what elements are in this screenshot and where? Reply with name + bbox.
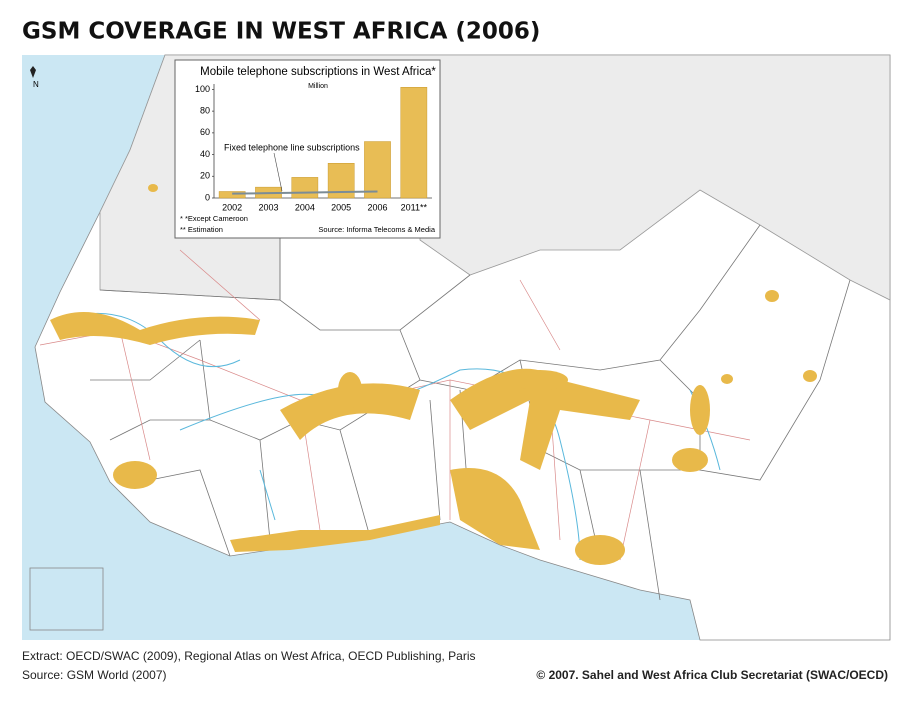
x-tick-label: 2003 bbox=[258, 202, 278, 212]
inset-chart: Mobile telephone subscriptions in West A… bbox=[174, 59, 441, 239]
footer-source: Source: GSM World (2007) bbox=[22, 668, 167, 682]
y-tick-label: 100 bbox=[195, 84, 210, 94]
chart-title: Mobile telephone subscriptions in West A… bbox=[200, 66, 436, 78]
bar bbox=[364, 141, 391, 199]
bar bbox=[218, 191, 246, 199]
note: * *Except Cameroon bbox=[180, 214, 248, 223]
inset-frame bbox=[174, 59, 441, 239]
cape-verde-inset bbox=[29, 567, 104, 631]
x-tick-label: 2006 bbox=[367, 202, 387, 212]
y-tick-label: 20 bbox=[200, 171, 210, 181]
x-tick-label: 2011** bbox=[401, 202, 428, 212]
page-title: GSM COVERAGE IN WEST AFRICA (2006) bbox=[22, 19, 540, 45]
y-tick-label: 0 bbox=[205, 192, 210, 202]
bar bbox=[400, 87, 428, 199]
bar bbox=[291, 177, 319, 199]
fixed-line bbox=[232, 190, 378, 195]
chart-source: Source: Informa Telecoms & Media bbox=[318, 225, 435, 234]
x-tick-label: 2002 bbox=[222, 202, 242, 212]
y-tick-label: 80 bbox=[200, 106, 210, 116]
footer-copyright: © 2007. Sahel and West Africa Club Secre… bbox=[536, 668, 888, 682]
y-tick-label: 40 bbox=[200, 149, 210, 159]
note: ** Estimation bbox=[180, 225, 223, 234]
north-arrow bbox=[30, 66, 36, 78]
y-tick-label: 60 bbox=[200, 127, 210, 137]
x-tick-label: 2005 bbox=[331, 202, 351, 212]
y-unit: Million bbox=[308, 83, 328, 90]
leader bbox=[273, 152, 283, 192]
north-label: N bbox=[33, 80, 39, 89]
x-tick-label: 2004 bbox=[295, 202, 315, 212]
fixed-line-label: Fixed telephone line subscriptions bbox=[224, 142, 360, 152]
map: N bbox=[22, 54, 891, 641]
footer-extract: Extract: OECD/SWAC (2009), Regional Atla… bbox=[22, 649, 476, 663]
